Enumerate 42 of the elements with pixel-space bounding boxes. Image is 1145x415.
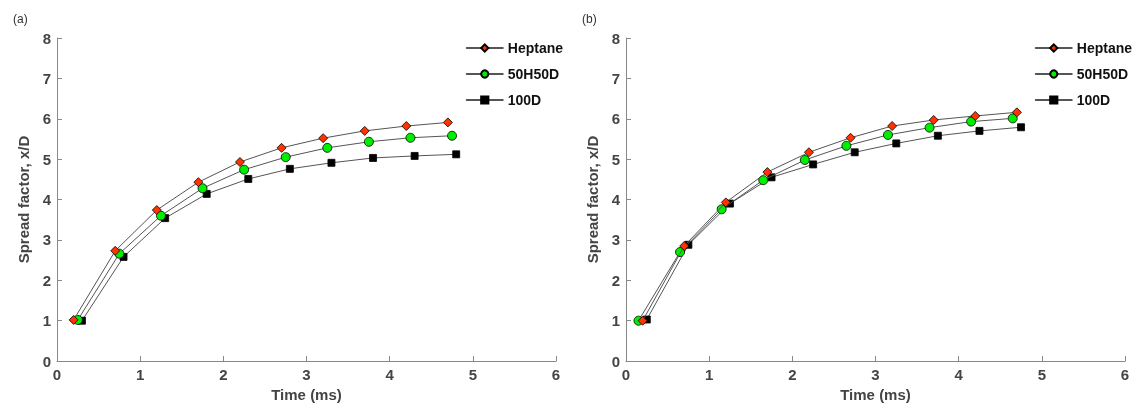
- y-tick-label: 8: [42, 29, 51, 47]
- y-tick-label: 6: [42, 110, 51, 128]
- x-axis-title: Time (ms): [840, 386, 911, 403]
- y-tick-label: 3: [42, 231, 51, 249]
- y-tick-label: 0: [611, 352, 620, 370]
- x-tick-label: 5: [468, 366, 478, 384]
- y-axis-title: Spread factor, x/D: [584, 135, 601, 264]
- y-tick-label: 8: [611, 29, 620, 47]
- chart-title: (b): [582, 12, 597, 26]
- legend-label: Heptane: [1076, 40, 1133, 56]
- y-tick-label: 4: [611, 191, 621, 209]
- x-tick-label: 3: [302, 366, 311, 384]
- x-tick-label: 4: [954, 366, 964, 384]
- x-tick-label: 3: [871, 366, 880, 384]
- y-axis-title: Spread factor, x/D: [15, 135, 32, 264]
- y-tick-label: 4: [42, 191, 52, 209]
- y-tick-label: 3: [611, 231, 620, 249]
- y-tick-label: 1: [611, 312, 620, 330]
- y-tick-label: 5: [42, 150, 51, 168]
- x-tick-label: 2: [788, 366, 797, 384]
- x-tick-label: 2: [219, 366, 228, 384]
- y-tick-label: 7: [611, 69, 620, 87]
- y-tick-label: 0: [42, 352, 51, 370]
- legend-label: 50H50D: [1076, 66, 1129, 82]
- x-tick-label: 5: [1037, 366, 1047, 384]
- legend-label: Heptane: [507, 40, 564, 56]
- y-tick-label: 2: [611, 271, 620, 289]
- legend-label: 100D: [1076, 92, 1111, 108]
- legend-label: 100D: [507, 92, 542, 108]
- y-tick-label: 5: [611, 150, 620, 168]
- x-tick-label: 1: [135, 366, 145, 384]
- legend-label: 50H50D: [507, 66, 560, 82]
- x-tick-label: 6: [1120, 366, 1130, 384]
- chart-title: (a): [13, 12, 28, 26]
- y-tick-label: 6: [611, 110, 620, 128]
- x-tick-label: 6: [551, 366, 561, 384]
- y-tick-label: 2: [42, 271, 51, 289]
- x-tick-label: 1: [704, 366, 714, 384]
- y-tick-label: 1: [42, 312, 51, 330]
- x-tick-label: 4: [385, 366, 395, 384]
- y-tick-label: 7: [42, 69, 51, 87]
- x-axis-title: Time (ms): [271, 386, 342, 403]
